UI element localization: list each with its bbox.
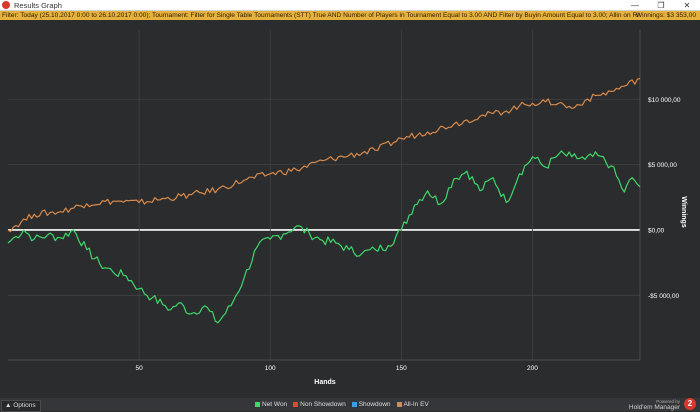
legend-label: Net Won [262, 401, 288, 408]
legend-item-net-won[interactable]: Net Won [255, 400, 287, 409]
y-tick-label: -$5 000,00 [648, 293, 679, 300]
brand-name: Hold'em Manager [628, 404, 680, 411]
close-button[interactable]: ✕ [683, 1, 691, 10]
x-axis-label: Hands [314, 379, 336, 386]
x-tick-label: 200 [527, 365, 538, 372]
filter-text: Filter: Today (25.10.2017 0:00 to 26.10.… [2, 12, 640, 19]
y-tick-label: $10 000,00 [648, 97, 681, 104]
plot-background [0, 20, 700, 398]
filter-bar[interactable]: Filter: Today (25.10.2017 0:00 to 26.10.… [0, 11, 700, 20]
window-title: Results Graph [14, 0, 62, 10]
series-line-all-in-ev [7, 77, 641, 233]
options-button[interactable]: ▲ Options [1, 400, 41, 412]
chart-legend: Net Won Non Showdown Showdown All-In EV [255, 400, 429, 409]
brand-text: Powered by Hold'em Manager [629, 399, 680, 411]
maximize-button[interactable]: ❐ [657, 1, 665, 10]
y-axis-label: Winnings [680, 196, 687, 228]
x-tick-label: 150 [396, 365, 407, 372]
legend-item-non-showdown[interactable]: Non Showdown [293, 400, 346, 409]
minimize-button[interactable]: — [631, 1, 639, 10]
results-chart: $10 000,00 $5 000,00 $0,00 -$5 000,00 50 100… [0, 20, 700, 398]
y-axis-ticks: $10 000,00 $5 000,00 $0,00 -$5 000,00 [648, 97, 681, 300]
y-tick-label: $5 000,00 [648, 162, 677, 169]
app-icon [2, 1, 10, 9]
legend-label: Non Showdown [300, 401, 346, 408]
powered-by-text: Powered by [656, 399, 680, 404]
legend-swatch-non-showdown [293, 402, 299, 407]
x-tick-label: 100 [265, 365, 276, 372]
legend-swatch-allin-ev [396, 402, 402, 407]
window-titlebar: Results Graph — ❐ ✕ [0, 0, 700, 11]
brand-logo-icon: 2 [684, 398, 696, 410]
legend-label: All-In EV [403, 401, 429, 408]
legend-swatch-showdown [351, 402, 357, 407]
x-tick-label: 50 [136, 365, 144, 372]
options-label: Options [13, 402, 36, 409]
window-controls: — ❐ ✕ [622, 0, 700, 11]
y-tick-label: $0,00 [648, 227, 665, 234]
series-line-net-won [7, 150, 641, 324]
winnings-total: Winnings: $3 353,00 [635, 12, 696, 19]
grid-lines [8, 30, 641, 361]
legend-swatch-net-won [255, 402, 260, 407]
legend-item-allin-ev[interactable]: All-In EV [396, 400, 429, 409]
legend-label: Showdown [358, 401, 391, 408]
legend-item-showdown[interactable]: Showdown [351, 400, 391, 409]
x-axis-ticks: 50 100 150 200 [136, 365, 539, 372]
bottom-bar: ▲ Options Net Won Non Showdown Showdown … [0, 398, 700, 412]
series-lines [7, 77, 641, 324]
